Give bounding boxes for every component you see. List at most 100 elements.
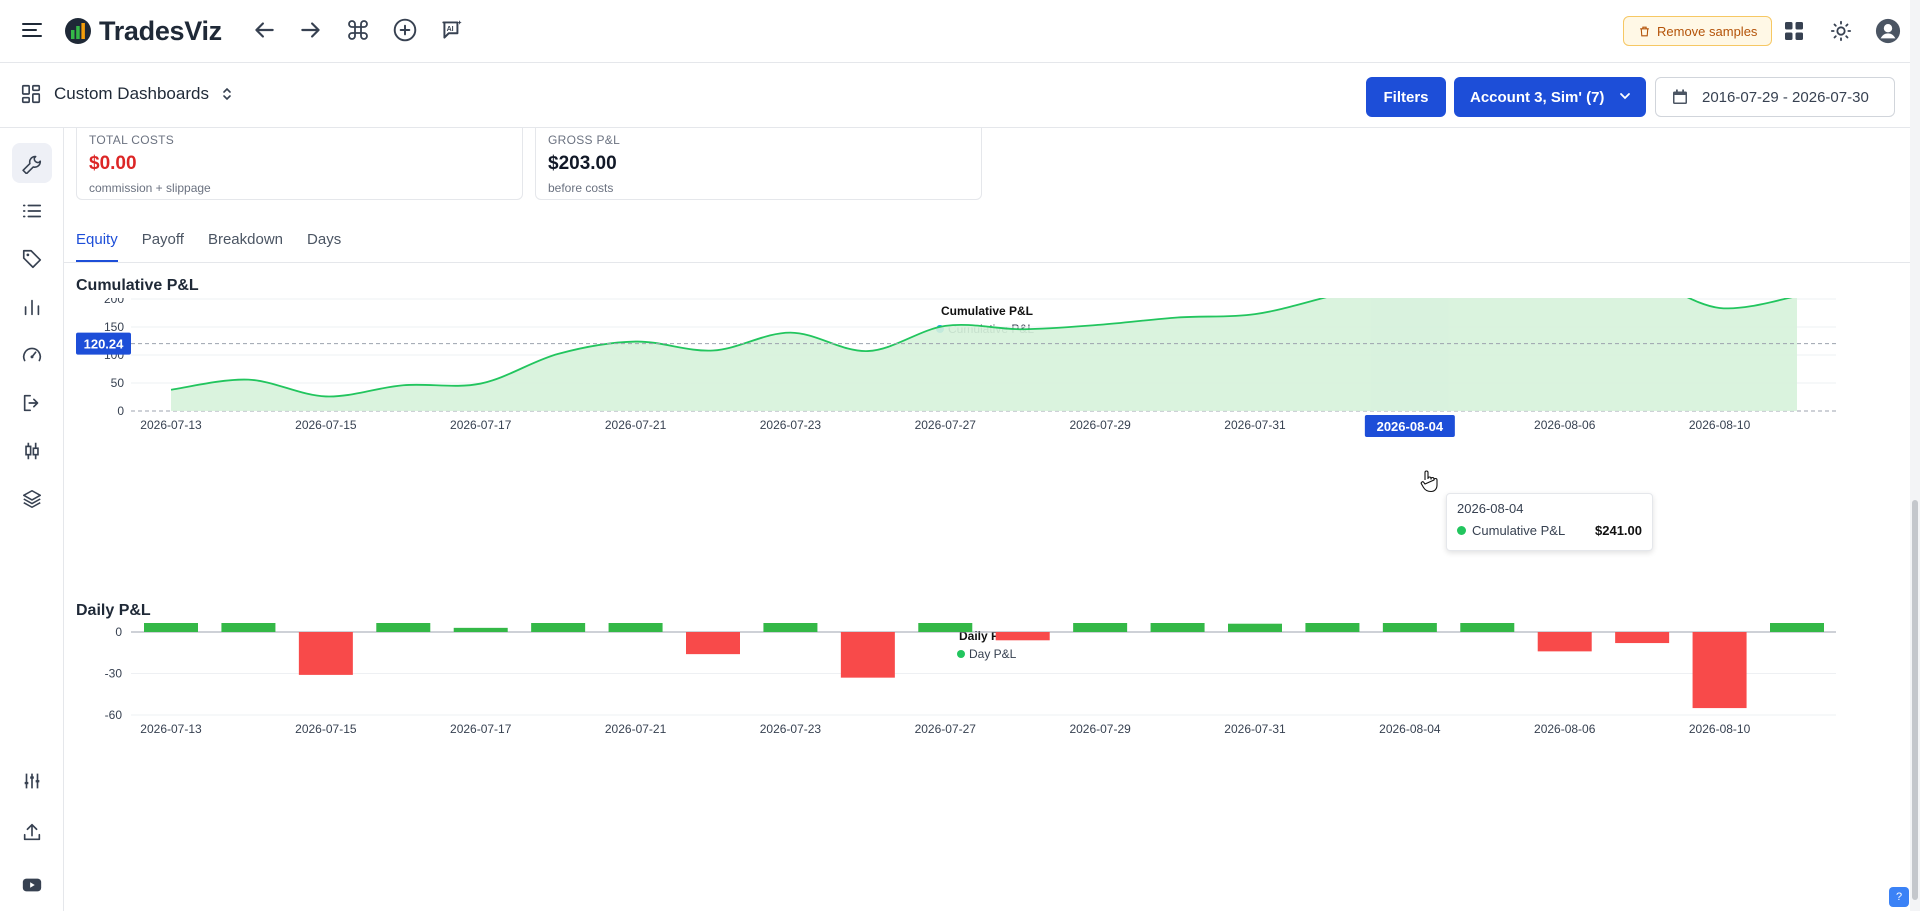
sidebar-item-youtube[interactable] — [12, 865, 52, 905]
date-range-text: 2016-07-29 - 2026-07-30 — [1702, 88, 1869, 106]
cumulative-pnl-heading: Cumulative P&L — [76, 277, 199, 294]
stat-subtitle: commission + slippage — [89, 181, 211, 195]
sidebar-item-list[interactable] — [12, 191, 52, 231]
user-avatar-icon[interactable] — [1875, 18, 1901, 44]
bar — [531, 623, 586, 632]
x-tick-label: 2026-08-04 — [1379, 722, 1441, 736]
bar — [1537, 632, 1592, 652]
sidebar-item-layers[interactable] — [12, 479, 52, 519]
bar — [1073, 623, 1128, 632]
bar — [298, 632, 353, 675]
main-content: TOTAL COSTS $0.00 commission + slippage … — [64, 128, 1910, 911]
chart-title: Cumulative P&L — [941, 304, 1033, 318]
dashboard-selector[interactable]: Custom Dashboards — [20, 83, 233, 105]
x-tick-label: 2026-07-23 — [760, 722, 822, 736]
back-arrow-icon[interactable] — [250, 16, 277, 43]
page-scrollbar[interactable] — [1910, 0, 1920, 911]
stat-card-total-costs: TOTAL COSTS $0.00 commission + slippage — [76, 128, 523, 200]
stat-value: $203.00 — [548, 153, 617, 174]
sidebar-item-upload[interactable] — [12, 812, 52, 852]
list-icon — [22, 204, 42, 218]
tab-days[interactable]: Days — [307, 231, 342, 248]
tab-breakdown[interactable]: Breakdown — [207, 231, 284, 248]
legend-label: Day P&L — [969, 647, 1017, 661]
y-tick-label: 150 — [104, 320, 124, 334]
sidebar-item-settings[interactable] — [12, 761, 52, 801]
daily-pnl-heading: Daily P&L — [76, 602, 151, 619]
x-tick-label: 2026-07-13 — [140, 722, 202, 736]
x-tick-label: 2026-07-17 — [450, 722, 512, 736]
x-tick-label: 2026-07-27 — [915, 722, 977, 736]
x-tick-label: 2026-07-17 — [450, 418, 512, 432]
account-selector-button[interactable]: Account 3, Sim' (7) — [1454, 77, 1646, 117]
x-tick-label: 2026-08-06 — [1534, 418, 1596, 432]
legend-marker — [957, 650, 965, 658]
filters-button[interactable]: Filters — [1366, 77, 1446, 117]
y-tick-label: -30 — [105, 667, 123, 681]
x-tick-label: 2026-07-29 — [1069, 418, 1131, 432]
sidebar-item-tools[interactable] — [12, 143, 52, 183]
crosshair-y-label: 120.24 — [84, 337, 125, 352]
sidebar-item-tags[interactable] — [12, 239, 52, 279]
remove-samples-button[interactable]: Remove samples — [1623, 16, 1773, 46]
stat-subtitle: before costs — [548, 181, 614, 195]
area-fill — [171, 298, 1797, 411]
wrench-icon — [22, 155, 42, 174]
date-range-picker[interactable]: 2016-07-29 - 2026-07-30 — [1655, 77, 1895, 117]
command-icon[interactable] — [344, 16, 371, 43]
x-tick-label: 2026-07-23 — [760, 418, 822, 432]
app-logo[interactable]: TradesViz — [63, 14, 222, 48]
tooltip-date: 2026-08-04 — [1457, 501, 1524, 516]
bar — [1615, 632, 1670, 644]
updown-chevron-icon — [223, 87, 231, 101]
apps-grid-icon[interactable] — [1781, 18, 1807, 44]
bar — [918, 623, 973, 632]
calendar-icon — [1673, 89, 1687, 104]
x-tick-label: 2026-07-31 — [1224, 722, 1286, 736]
dashboard-label: Custom Dashboards — [54, 84, 209, 103]
layers-icon — [22, 489, 42, 509]
sidebar-item-exits[interactable] — [12, 383, 52, 423]
scrollbar-thumb[interactable] — [1912, 500, 1918, 900]
y-tick-label: 0 — [115, 625, 122, 639]
sidebar-item-gauge[interactable] — [12, 335, 52, 375]
forward-arrow-icon[interactable] — [297, 16, 324, 43]
menu-icon[interactable] — [20, 18, 44, 42]
tab-payoff[interactable]: Payoff — [141, 231, 184, 248]
bar — [840, 632, 895, 678]
y-tick-label: 50 — [111, 376, 125, 390]
bar — [1228, 623, 1282, 632]
bar — [376, 623, 431, 632]
tab-divider — [64, 262, 1910, 263]
dashboard-icon — [21, 84, 41, 104]
stat-title: GROSS P&L — [548, 133, 621, 147]
x-tick-label: 2026-08-06 — [1534, 722, 1596, 736]
tooltip-value: $241.00 — [1595, 523, 1642, 538]
bar — [453, 627, 508, 632]
remove-samples-label: Remove samples — [1657, 23, 1758, 39]
sidebar-item-charts[interactable] — [12, 287, 52, 327]
tooltip-series-name: Cumulative P&L — [1472, 523, 1566, 538]
crosshair-x-badge — [1364, 415, 1455, 437]
y-tick-label: 200 — [104, 298, 124, 306]
x-tick-label: 2026-07-27 — [915, 418, 977, 432]
x-tick-label: 2026-08-10 — [1689, 722, 1751, 736]
bar — [1382, 623, 1437, 632]
ai-chat-icon[interactable]: AI — [438, 16, 465, 43]
upload-icon — [23, 823, 41, 841]
tab-equity[interactable]: Equity — [76, 228, 118, 262]
sidebar-item-candles[interactable] — [12, 431, 52, 471]
crosshair-x-label: 2026-08-04 — [1377, 419, 1444, 434]
x-tick-label: 2026-07-15 — [295, 418, 357, 432]
help-button[interactable]: ? — [1889, 887, 1909, 907]
x-tick-label: 2026-07-21 — [605, 722, 667, 736]
add-circle-icon[interactable] — [391, 16, 418, 43]
tag-icon — [22, 249, 42, 269]
chart-tabs: Equity Payoff Breakdown Days — [76, 228, 341, 262]
stat-title: TOTAL COSTS — [89, 133, 175, 147]
theme-sun-icon[interactable] — [1828, 18, 1854, 44]
x-tick-label: 2026-08-10 — [1689, 418, 1751, 432]
candlestick-icon — [25, 442, 39, 460]
